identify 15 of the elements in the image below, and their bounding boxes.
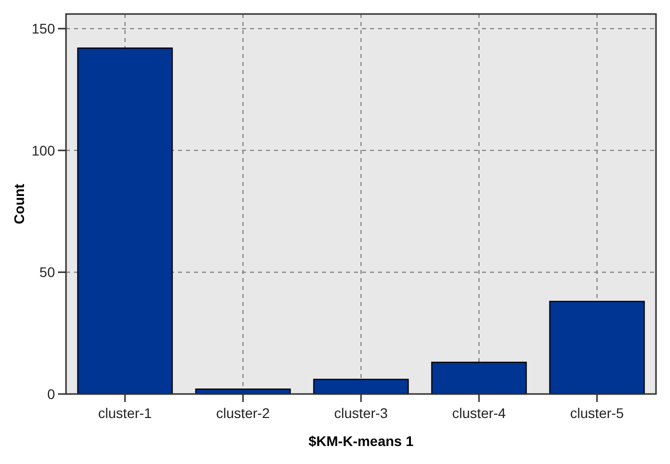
y-axis-title: Count bbox=[11, 183, 27, 224]
y-tick-label: 50 bbox=[39, 264, 56, 280]
x-tick-label: cluster-3 bbox=[334, 405, 388, 421]
bar bbox=[431, 362, 527, 395]
y-tick-label: 0 bbox=[47, 386, 56, 402]
x-axis-title: $KM-K-means 1 bbox=[308, 433, 414, 449]
bar bbox=[549, 300, 645, 395]
x-tick-label: cluster-1 bbox=[98, 405, 152, 421]
x-tick-label: cluster-5 bbox=[570, 405, 624, 421]
bar bbox=[77, 48, 173, 395]
y-tick-label: 100 bbox=[32, 142, 56, 158]
x-tick-label: cluster-2 bbox=[216, 405, 270, 421]
y-tick-label: 150 bbox=[32, 20, 56, 37]
bar bbox=[313, 378, 409, 395]
x-tick-label: cluster-4 bbox=[452, 405, 506, 421]
